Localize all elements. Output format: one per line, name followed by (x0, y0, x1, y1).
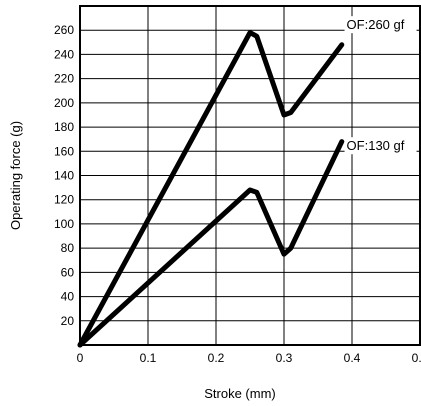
y-tick-label: 180 (54, 120, 74, 134)
y-tick-label: 20 (61, 314, 75, 328)
series-label-1: OF:260 gf (347, 17, 405, 32)
grid-lines (80, 6, 420, 345)
y-tick-label: 60 (61, 265, 75, 279)
series-line-1 (77, 30, 345, 348)
plot-frame (79, 5, 421, 346)
x-tick-label: 0.1 (140, 351, 157, 365)
y-tick-label: 120 (54, 193, 74, 207)
series-label-bg (344, 16, 417, 34)
y-tick-labels: 20 40 60 80 100 120 140 160 180 200 220 240 260 (54, 23, 74, 328)
series-label-bg (344, 137, 417, 155)
y-tick-label: 160 (54, 144, 74, 158)
series-lines (77, 30, 345, 348)
x-axis-label: Stroke (mm) (204, 386, 276, 401)
y-tick-label: 40 (61, 290, 75, 304)
x-tick-label: 0 (77, 351, 84, 365)
y-tick-label: 80 (61, 241, 75, 255)
y-tick-label: 240 (54, 47, 74, 61)
y-tick-label: 200 (54, 96, 74, 110)
series-labels: OF:260 gf OF:130 gf (344, 16, 417, 155)
x-tick-labels: 0 0.1 0.2 0.3 0.4 0.5 (77, 351, 421, 365)
y-tick-label: 140 (54, 169, 74, 183)
x-tick-label: 0.4 (344, 351, 361, 365)
series-label-2: OF:130 gf (347, 138, 405, 153)
y-tick-label: 220 (54, 72, 74, 86)
y-axis-label: Operating force (g) (8, 121, 23, 230)
y-tick-label: 260 (54, 23, 74, 37)
series-line-2 (77, 139, 345, 348)
y-tick-label: 100 (54, 217, 74, 231)
x-tick-label: 0.5 (412, 351, 421, 365)
x-tick-label: 0.3 (276, 351, 293, 365)
x-tick-label: 0.2 (208, 351, 225, 365)
